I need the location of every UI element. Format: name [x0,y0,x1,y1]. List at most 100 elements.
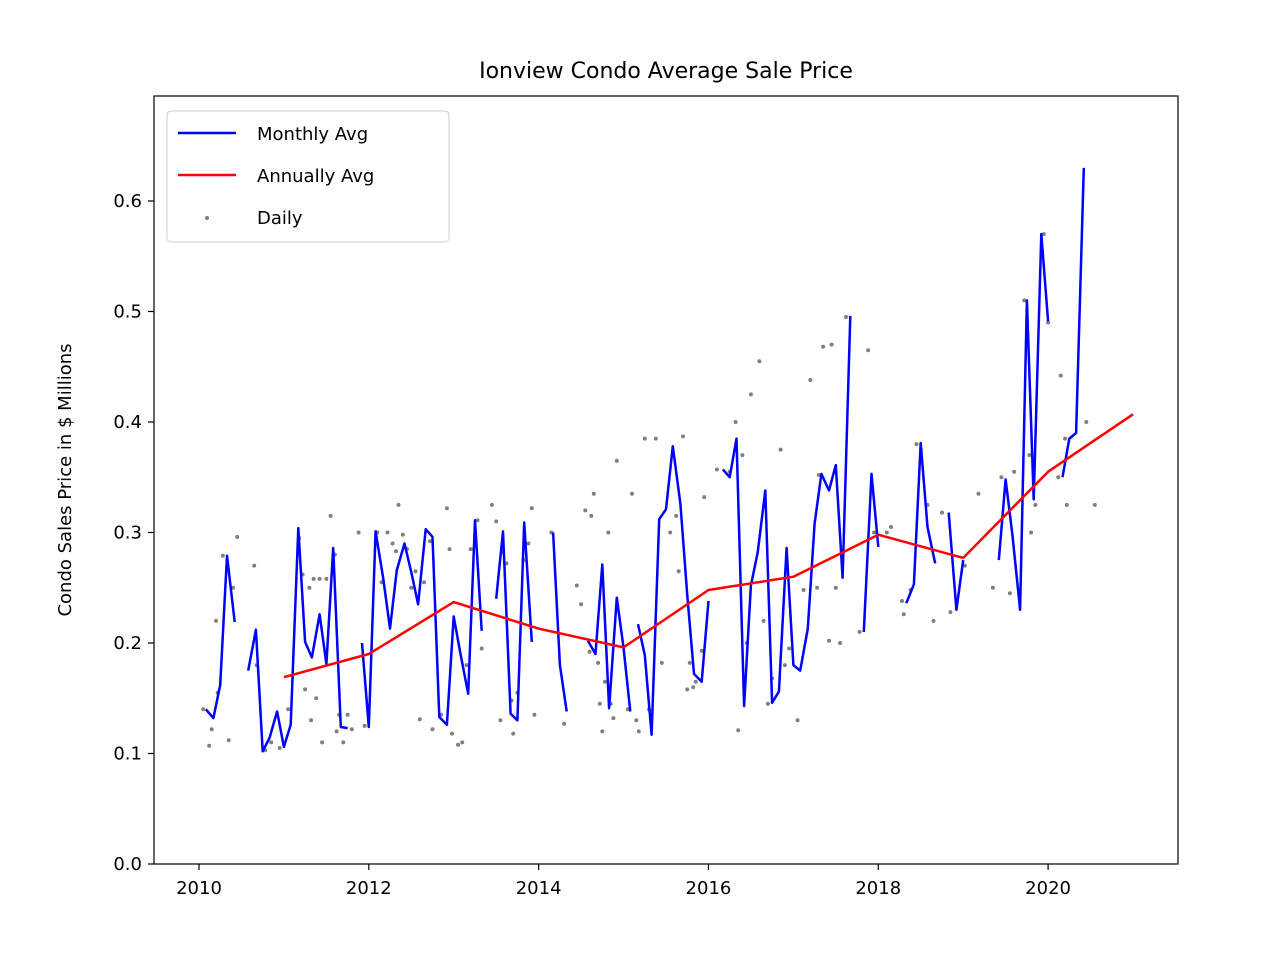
daily-point [597,701,602,706]
daily-point [303,687,308,692]
daily-point [394,549,398,554]
daily-point [634,718,639,723]
daily-point [341,740,346,745]
daily-point [444,506,449,511]
daily-point [529,506,534,511]
y-tick-label: 0.6 [113,191,142,212]
daily-point [574,583,579,588]
daily-point [494,519,499,524]
daily-point [1027,453,1032,458]
daily-point [498,718,503,723]
daily-point [976,491,981,496]
monthly-avg-line-segment [360,519,483,729]
daily-point [587,649,592,654]
daily-point [269,740,274,745]
daily-point [400,532,405,537]
monthly-avg-line-segment [551,532,568,712]
daily-point [702,495,707,500]
daily-point [606,530,611,535]
daily-point [901,612,906,617]
x-tick-label: 2012 [346,878,392,899]
daily-point [815,585,820,590]
daily-point [833,585,838,590]
daily-point [761,618,766,623]
daily-point [362,723,367,728]
monthly-avg-line-segment [636,445,710,736]
daily-point [286,707,291,712]
daily-point [226,738,231,743]
plot-frame [153,95,1179,865]
x-tick-label: 2010 [176,878,222,899]
daily-point [736,728,741,733]
daily-point [456,742,460,747]
daily-point [782,663,787,668]
daily-point [1056,475,1061,480]
monthly-avg-line-segment [246,526,348,753]
daily-point [733,420,738,424]
daily-point [311,576,316,581]
daily-point [668,530,673,535]
daily-point [589,513,594,518]
daily-point [765,701,770,706]
monthly-avg-line-segment [947,512,965,612]
daily-point [345,712,350,717]
x-tick-label: 2014 [516,878,562,899]
daily-point [838,641,843,645]
daily-point [653,436,658,441]
series-line-layer [204,167,1134,753]
daily-point [1084,420,1089,424]
y-tick-label: 0.5 [113,301,142,322]
daily-point [317,576,322,581]
daily-point [740,453,745,458]
daily-point [778,447,783,452]
y-tick-label: 0.0 [113,854,142,875]
daily-point [1092,502,1097,507]
daily-point [636,729,641,734]
daily-point [511,731,516,736]
daily-point [1022,298,1027,303]
daily-point [390,541,395,546]
daily-point [630,491,634,496]
x-tick-label: 2018 [855,878,901,899]
daily-point [220,553,225,558]
daily-point [948,610,953,615]
monthly-avg-line-segment [721,315,852,708]
daily-point [642,436,647,441]
daily-point [990,585,995,590]
daily-scatter-layer [201,232,1097,753]
daily-point [314,696,319,701]
daily-point [562,721,567,726]
y-tick-label: 0.2 [113,633,142,654]
daily-point [277,746,282,750]
daily-point [1012,469,1017,474]
daily-point [309,718,314,723]
daily-point [676,569,681,574]
daily-point [409,585,414,590]
daily-point [962,563,967,568]
monthly-avg-line-segment [997,232,1050,612]
daily-point [829,342,834,347]
daily-point [872,530,876,535]
daily-point [1046,320,1051,325]
daily-point [460,740,465,745]
daily-point [884,530,889,535]
daily-point [801,588,806,592]
daily-point [787,646,792,651]
daily-point [489,502,494,507]
daily-point [450,731,454,736]
daily-point [413,569,418,574]
legend-annual-label: Annually Avg [257,166,374,187]
daily-point [999,475,1004,480]
daily-point [430,727,435,732]
daily-point [600,729,605,734]
daily-point [681,434,685,439]
annual-avg-line [283,413,1134,679]
daily-point [532,712,537,717]
y-tick-label: 0.1 [113,743,142,764]
legend: Monthly Avg Annually Avg Daily [166,110,450,243]
daily-point [821,344,826,349]
daily-point [687,660,692,665]
x-tick-label: 2016 [686,878,732,899]
daily-point [714,467,719,472]
daily-point [201,707,206,712]
